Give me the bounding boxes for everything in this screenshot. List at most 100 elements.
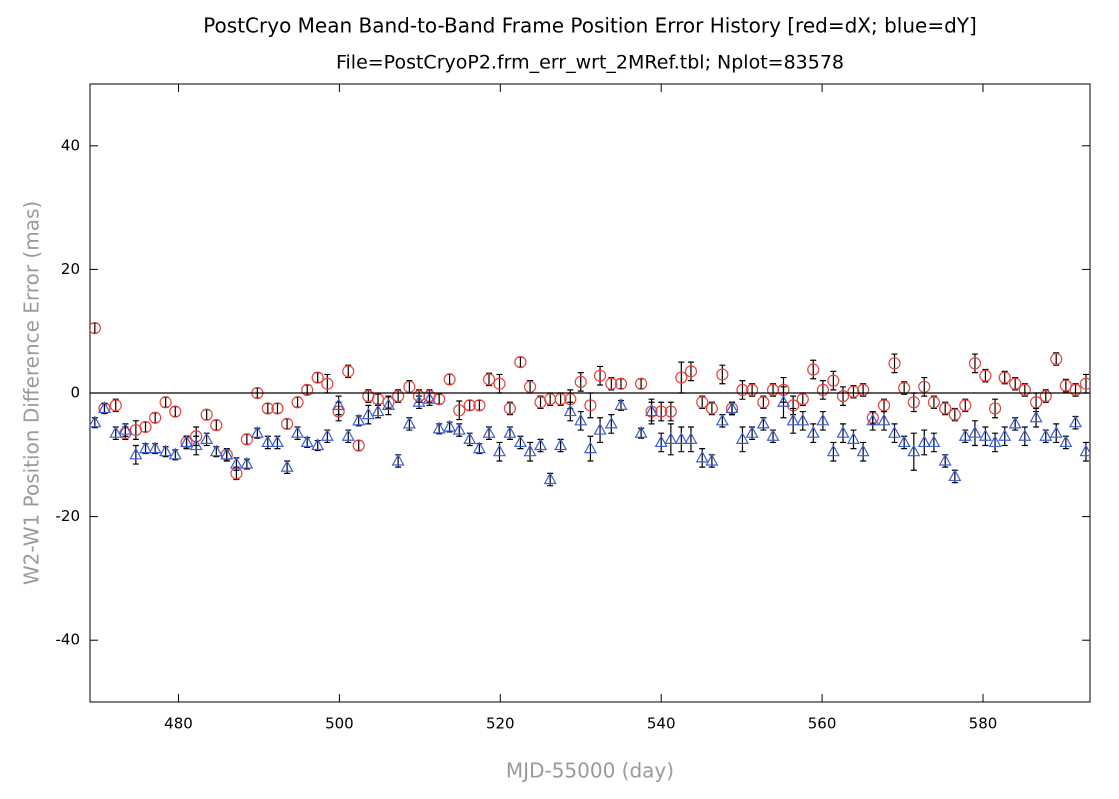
point (593, 422, 607, 435)
point (938, 453, 952, 466)
x-tick-label: 540 (647, 715, 676, 733)
point (534, 438, 548, 451)
point (523, 444, 537, 457)
error-bar (1001, 370, 1008, 385)
point (97, 401, 111, 414)
point (918, 380, 931, 393)
point (897, 435, 911, 448)
point (888, 357, 901, 370)
error-bar (971, 353, 978, 374)
point (291, 396, 304, 409)
point (998, 371, 1011, 384)
error-bar (456, 400, 463, 421)
point (473, 399, 486, 412)
error-bar (517, 356, 524, 368)
error-bar (365, 389, 372, 403)
point (432, 421, 446, 434)
point (311, 371, 324, 384)
error-bar (466, 399, 473, 411)
point (968, 425, 982, 438)
error-bar (760, 395, 767, 410)
point (716, 368, 729, 381)
point (1050, 352, 1063, 366)
point (159, 444, 173, 457)
error-bar (1012, 376, 1019, 391)
point (816, 413, 830, 426)
point (543, 472, 557, 485)
point (311, 438, 325, 451)
x-axis-label: MJD-55000 (day) (506, 759, 674, 783)
point (433, 393, 446, 406)
error-bar (860, 383, 867, 397)
error-bar (891, 353, 898, 374)
error-bar (971, 420, 978, 447)
point (614, 398, 628, 410)
point (745, 425, 759, 438)
point (200, 432, 214, 444)
point (856, 444, 870, 457)
error-bar (962, 398, 969, 413)
error-bar (992, 398, 999, 419)
point (736, 383, 749, 397)
point (1039, 389, 1052, 403)
point (907, 444, 921, 457)
error-bar (486, 372, 493, 387)
point (1018, 429, 1032, 441)
point (684, 365, 698, 378)
point (180, 435, 194, 448)
error-bar (770, 383, 777, 397)
error-bar (1082, 373, 1089, 394)
point (988, 435, 1002, 448)
point (159, 396, 172, 409)
point (634, 425, 648, 438)
point (604, 416, 618, 429)
point (189, 438, 203, 451)
error-bar (446, 373, 453, 385)
point (291, 425, 305, 438)
point (584, 399, 597, 412)
point (877, 399, 891, 412)
error-bar (284, 418, 291, 430)
point (968, 357, 982, 370)
x-tick-label: 520 (486, 715, 515, 733)
point (229, 456, 243, 469)
point (695, 450, 709, 463)
error-bar (910, 392, 917, 413)
point (593, 369, 607, 382)
error-bar (274, 402, 281, 414)
point (482, 373, 496, 386)
error-bar (496, 373, 503, 394)
point (341, 429, 355, 441)
error-bar (699, 395, 706, 410)
error-bar (557, 392, 564, 406)
error-bar (739, 426, 746, 453)
point (443, 373, 456, 386)
point (149, 411, 162, 424)
error-bar (597, 365, 604, 386)
error-bar (355, 439, 362, 452)
point (846, 432, 860, 444)
point (614, 377, 628, 390)
x-tick-label: 580 (969, 715, 998, 733)
error-bar (345, 364, 352, 379)
point (674, 432, 688, 444)
point (939, 402, 952, 415)
point (583, 441, 597, 454)
error-bar (132, 420, 139, 440)
error-bar (930, 395, 937, 410)
point (655, 405, 668, 418)
error-bar (91, 322, 98, 334)
error-bar (678, 426, 685, 453)
point (148, 441, 162, 454)
point (371, 404, 385, 417)
point (766, 429, 780, 441)
error-bar (982, 368, 989, 383)
error-bar (436, 393, 443, 405)
point (776, 395, 790, 407)
point (705, 453, 719, 466)
point (1069, 383, 1082, 397)
point (857, 383, 870, 397)
error-bar (476, 399, 483, 411)
point (463, 399, 476, 412)
error-bar (951, 407, 958, 422)
